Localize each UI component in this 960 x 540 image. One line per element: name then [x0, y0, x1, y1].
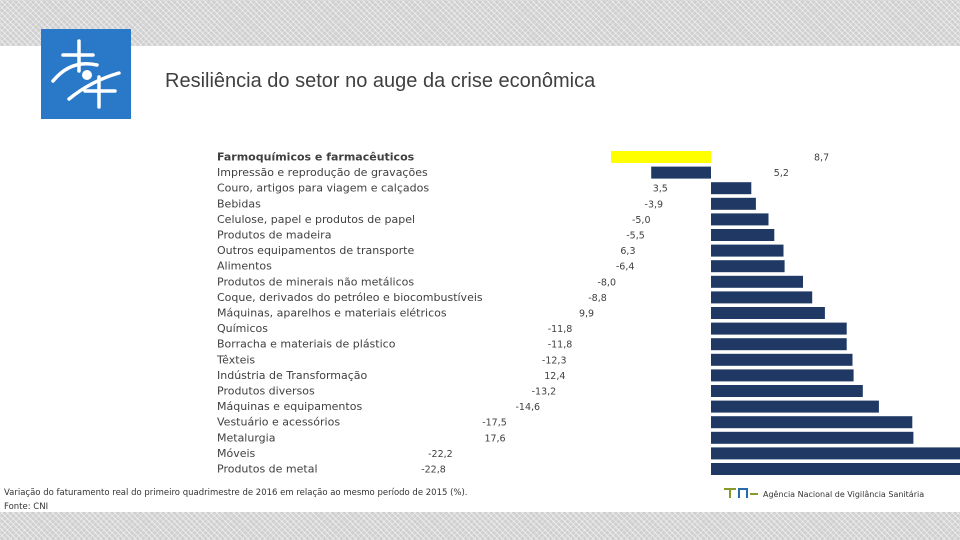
category-label: Coque, derivados do petróleo e biocombus… [217, 291, 483, 304]
bar [711, 416, 913, 429]
category-label: Farmoquímicos e farmacêuticos [217, 151, 415, 164]
category-label: Couro, artigos para viagem e calçados [217, 182, 429, 195]
bar [711, 463, 960, 475]
top-decorative-band [0, 0, 960, 46]
bar [711, 182, 752, 195]
bar [711, 338, 847, 351]
category-label: Outros equipamentos de transporte [217, 244, 414, 257]
category-label: Celulose, papel e produtos de papel [217, 213, 415, 226]
category-label: Vestuário e acessórios [217, 416, 340, 429]
chart-footnote: Variação do faturamento real do primeiro… [4, 488, 468, 498]
bar [711, 275, 803, 288]
data-label: -22,2 [428, 449, 453, 460]
category-label: Produtos de metal [217, 463, 318, 476]
category-label: Metalurgia [217, 431, 275, 444]
category-label: Móveis [217, 447, 256, 460]
bar [711, 385, 863, 397]
data-label: -17,5 [482, 418, 507, 429]
data-label: -8,8 [588, 293, 607, 304]
data-label: 6,3 [620, 246, 635, 257]
bar [711, 229, 775, 241]
data-label: -8,0 [597, 277, 616, 288]
data-label: 9,9 [579, 309, 594, 320]
government-emblem-icon [41, 29, 131, 119]
bar [711, 447, 960, 460]
chart-source: Fonte: CNI [4, 502, 49, 512]
bar [711, 260, 785, 273]
category-label: Impressão e reprodução de gravações [217, 166, 428, 179]
data-label: -14,6 [516, 402, 541, 413]
data-label: -5,0 [632, 215, 651, 226]
bar [711, 353, 853, 366]
data-label: -6,4 [616, 262, 635, 273]
data-label: 8,7 [814, 153, 829, 164]
bar [711, 369, 854, 382]
data-label: 12,4 [544, 371, 565, 382]
category-label: Indústria de Transformação [217, 369, 368, 382]
data-label: 3,5 [653, 184, 668, 195]
category-label: Máquinas e equipamentos [217, 400, 362, 413]
category-label: Alimentos [217, 260, 272, 273]
page-title: Resiliência do setor no auge da crise ec… [165, 70, 596, 92]
anvisa-logo-icon [724, 486, 758, 505]
bottom-decorative-band [0, 512, 960, 540]
bar [611, 151, 711, 163]
data-label: -13,2 [532, 387, 557, 398]
bar [711, 291, 813, 304]
data-label: 17,6 [484, 433, 505, 444]
category-label: Bebidas [217, 197, 261, 210]
data-label: 5,2 [774, 168, 789, 179]
bar [711, 197, 756, 210]
bar [711, 213, 769, 226]
data-label: -5,5 [626, 231, 645, 242]
category-label: Produtos de minerais não metálicos [217, 275, 414, 288]
bar [711, 400, 879, 413]
bar [711, 244, 784, 257]
category-label: Borracha e materiais de plástico [217, 338, 396, 351]
data-label: -11,8 [548, 340, 573, 351]
category-label: Têxteis [216, 353, 255, 366]
agency-name: Agência Nacional de Vigilância Sanitária [763, 490, 925, 499]
bar [651, 166, 711, 179]
bar [711, 322, 847, 335]
category-label: Produtos de madeira [217, 229, 331, 242]
data-label: -22,8 [421, 465, 446, 476]
data-label: -12,3 [542, 355, 567, 366]
data-label: -3,9 [645, 199, 664, 210]
category-label: Máquinas, aparelhos e materiais elétrico… [217, 307, 447, 320]
data-label: -11,8 [548, 324, 573, 335]
category-label: Produtos diversos [217, 385, 315, 398]
category-label: Químicos [217, 322, 268, 335]
bar [711, 431, 914, 444]
bar [711, 307, 825, 319]
